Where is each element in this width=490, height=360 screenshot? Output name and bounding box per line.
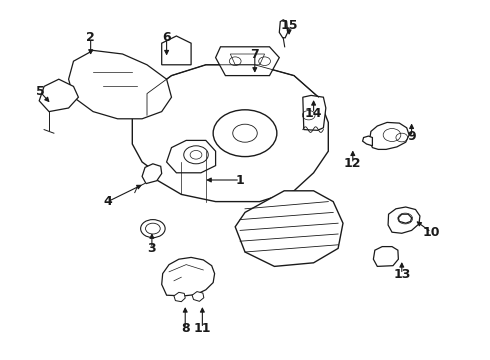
Polygon shape [142, 164, 162, 184]
Text: 3: 3 [147, 242, 156, 255]
Polygon shape [192, 292, 204, 301]
Polygon shape [369, 122, 409, 149]
Polygon shape [162, 36, 191, 65]
Polygon shape [303, 95, 326, 130]
Text: 14: 14 [305, 107, 322, 120]
Polygon shape [230, 54, 265, 65]
Text: 8: 8 [181, 322, 190, 335]
Polygon shape [167, 140, 216, 173]
Polygon shape [39, 79, 78, 112]
Polygon shape [132, 65, 328, 202]
Polygon shape [398, 214, 412, 223]
Polygon shape [174, 292, 185, 302]
Text: 7: 7 [250, 48, 259, 60]
Text: 15: 15 [280, 19, 298, 32]
Text: 13: 13 [393, 268, 411, 281]
Text: 12: 12 [344, 157, 362, 170]
Text: 6: 6 [162, 31, 171, 44]
Text: 9: 9 [407, 130, 416, 143]
Polygon shape [363, 136, 372, 146]
Circle shape [184, 146, 208, 164]
Text: 5: 5 [36, 85, 45, 98]
Text: 10: 10 [422, 226, 440, 239]
Polygon shape [279, 20, 288, 38]
Circle shape [141, 220, 165, 238]
Polygon shape [216, 47, 279, 76]
Text: 1: 1 [236, 174, 245, 186]
Polygon shape [373, 247, 398, 266]
Polygon shape [235, 191, 343, 266]
Text: 11: 11 [194, 322, 211, 335]
Polygon shape [388, 207, 420, 233]
Text: 4: 4 [103, 195, 112, 208]
Text: 2: 2 [86, 31, 95, 44]
Polygon shape [162, 257, 215, 296]
Polygon shape [69, 50, 172, 119]
